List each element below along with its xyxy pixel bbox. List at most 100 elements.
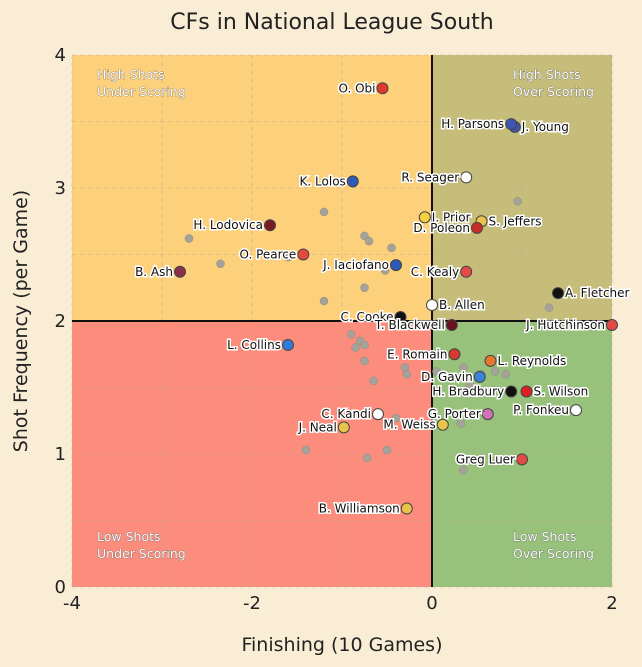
point-label: O. Obi (339, 81, 376, 95)
quadrant-label: Over Scoring (513, 546, 594, 561)
data-point (473, 370, 486, 383)
x-tick-label: -4 (63, 593, 81, 614)
background-point (319, 296, 329, 306)
background-point (380, 266, 390, 275)
point-label: A. Fletcher (565, 286, 630, 300)
point-label: H. Parsons (441, 117, 504, 131)
background-point (362, 453, 372, 463)
quadrant-label: Under Scoring (97, 84, 186, 99)
point-label: S. Jeffers (489, 214, 542, 228)
point-label: J. Young (521, 120, 569, 134)
data-point (426, 299, 438, 312)
data-point (436, 418, 449, 431)
chart-title: CFs in National League South (170, 10, 493, 35)
point-label: L. Reynolds (498, 354, 567, 368)
data-point (516, 453, 528, 466)
quadrant-label: Low Shots (513, 529, 577, 544)
point-label: C. Kealy (411, 265, 459, 279)
y-tick-label: 4 (55, 45, 66, 66)
data-point (390, 259, 402, 272)
background-point (346, 330, 356, 339)
data-point (460, 265, 473, 278)
background-point (351, 343, 360, 352)
data-point (448, 348, 461, 361)
background-point (184, 234, 194, 243)
data-point (460, 171, 473, 184)
background-point (490, 367, 500, 376)
background-point (360, 340, 369, 350)
x-tick-label: 0 (426, 593, 437, 614)
quadrant-label: Over Scoring (513, 84, 594, 99)
point-label: J. Prior (431, 210, 471, 224)
point-label: K. Lolos (300, 174, 346, 188)
background-point (459, 363, 468, 372)
y-axis-label: Shot Frequency (per Game) (10, 190, 32, 452)
quadrant-labels: High Shots Under Scoring High Shots Over Sc… (97, 67, 595, 562)
background-point (544, 303, 554, 312)
quadrant-label: Low Shots (97, 529, 161, 544)
x-tick-label: -2 (243, 593, 261, 614)
background-point (364, 236, 374, 246)
point-label: L. Collins (227, 338, 281, 352)
data-point (606, 318, 618, 331)
data-point (376, 82, 389, 95)
background-point (216, 259, 225, 269)
y-tick-label: 1 (55, 444, 66, 465)
background-point (456, 419, 466, 428)
background-point (319, 207, 329, 217)
point-label: J. Iaciofano (322, 258, 389, 272)
data-point (264, 219, 276, 232)
data-point (505, 385, 518, 398)
background-point (391, 413, 401, 423)
point-label: B. Williamson (319, 502, 400, 516)
point-label: D. Gavin (421, 370, 473, 384)
y-tick-label: 3 (55, 178, 66, 199)
data-point (394, 311, 407, 324)
y-tick-label: 0 (55, 577, 66, 598)
data-point (337, 421, 350, 434)
background-point (360, 283, 369, 292)
point-label: C. Cooke (341, 310, 394, 324)
x-tick-label: 2 (606, 593, 617, 614)
background-point (301, 445, 311, 455)
point-label: S. Wilson (534, 384, 589, 398)
background-point (387, 243, 396, 253)
data-point (505, 118, 518, 131)
quadrant-label: High Shots (513, 67, 581, 82)
data-point (174, 265, 186, 278)
x-axis-label: Finishing (10 Games) (241, 634, 442, 656)
point-label: M. Weiss (383, 418, 435, 432)
point-label: O. Pearce (240, 248, 297, 262)
background-point (382, 445, 392, 455)
point-label: R. Seager (401, 170, 459, 184)
background-point (283, 252, 293, 262)
data-point (570, 404, 582, 417)
data-point (282, 338, 294, 351)
background-point (513, 197, 522, 206)
point-label: B. Ash (135, 265, 173, 279)
point-label: T. Blackwell (374, 318, 445, 332)
data-point (372, 408, 384, 421)
data-point (400, 502, 413, 515)
data-point (418, 211, 431, 224)
point-label: B. Allen (439, 298, 485, 312)
data-point (471, 221, 483, 234)
point-label: P. Fonkeu (513, 403, 569, 417)
data-point (520, 385, 533, 398)
background-point (501, 369, 511, 379)
background-points (184, 197, 554, 475)
data-point (445, 318, 458, 331)
plot-area: High Shots Under Scoring High Shots Over Sc… (71, 54, 631, 588)
point-label: D. Poleon (413, 221, 470, 235)
y-tick-label: 2 (55, 311, 66, 332)
background-point (402, 369, 412, 379)
data-point (297, 248, 310, 261)
point-label: C. Kandi (321, 407, 371, 421)
quadrant-label: Under Scoring (97, 546, 186, 561)
x-axis-ticks: -4 -2 0 2 (63, 593, 618, 614)
point-label: G. Porter (428, 407, 481, 421)
point-label: E. Romain (387, 347, 447, 361)
point-label: H. Bradbury (432, 384, 504, 398)
data-point (481, 408, 494, 421)
data-point (484, 354, 497, 367)
